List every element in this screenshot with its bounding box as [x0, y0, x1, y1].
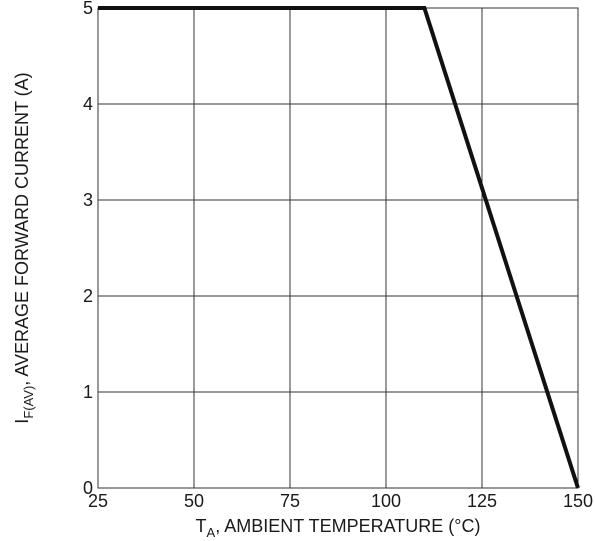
plot-frame	[97, 7, 579, 489]
x-tick-label: 25	[88, 491, 108, 511]
y-tick-label: 5	[83, 0, 93, 18]
series-layer	[98, 6, 580, 489]
y-tick-label: 3	[83, 190, 93, 210]
x-tick-label: 100	[371, 491, 401, 511]
y-tick-label: 2	[83, 286, 93, 306]
x-tick-label: 125	[467, 491, 497, 511]
x-tick-label: 50	[184, 491, 204, 511]
y-tick-label: 1	[83, 382, 93, 402]
y-tick-label: 4	[83, 94, 93, 114]
x-tick-label: 75	[280, 491, 300, 511]
x-axis-title: TA, AMBIENT TEMPERATURE (°C)	[196, 516, 481, 540]
x-tick-labels: 25 50 75 100 125 150	[88, 491, 593, 511]
grid	[97, 7, 579, 489]
series-line-0	[98, 6, 580, 489]
y-axis-title: IF(AV), AVERAGE FORWARD CURRENT (A)	[12, 72, 36, 423]
x-tick-label: 150	[563, 491, 593, 511]
y-tick-labels: 0 1 2 3 4 5	[83, 0, 93, 498]
y-tick-label: 0	[83, 478, 93, 498]
